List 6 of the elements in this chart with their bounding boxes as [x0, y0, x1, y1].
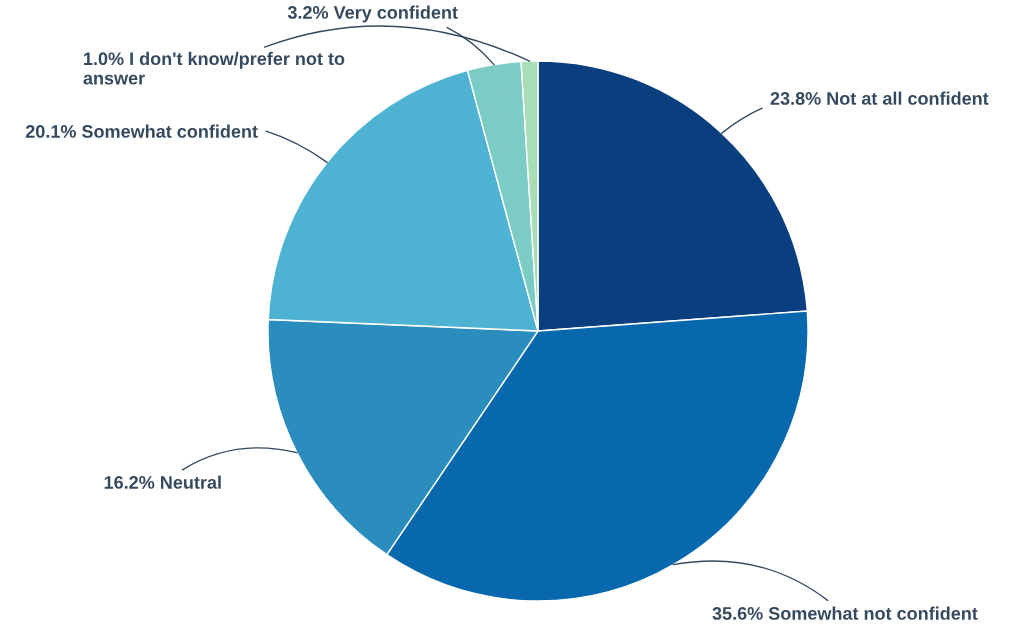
slice-label: 16.2% Neutral — [104, 475, 221, 489]
slice-label: 23.8% Not at all confident — [770, 91, 989, 105]
slice-label: 20.1% Somewhat confident — [25, 124, 258, 138]
slice-label: 3.2% Very confident — [287, 5, 458, 23]
slice-label: 1.0% I don't know/prefer not to answer — [83, 51, 345, 85]
slice-label: 35.6% Somewhat not confident — [712, 606, 978, 620]
